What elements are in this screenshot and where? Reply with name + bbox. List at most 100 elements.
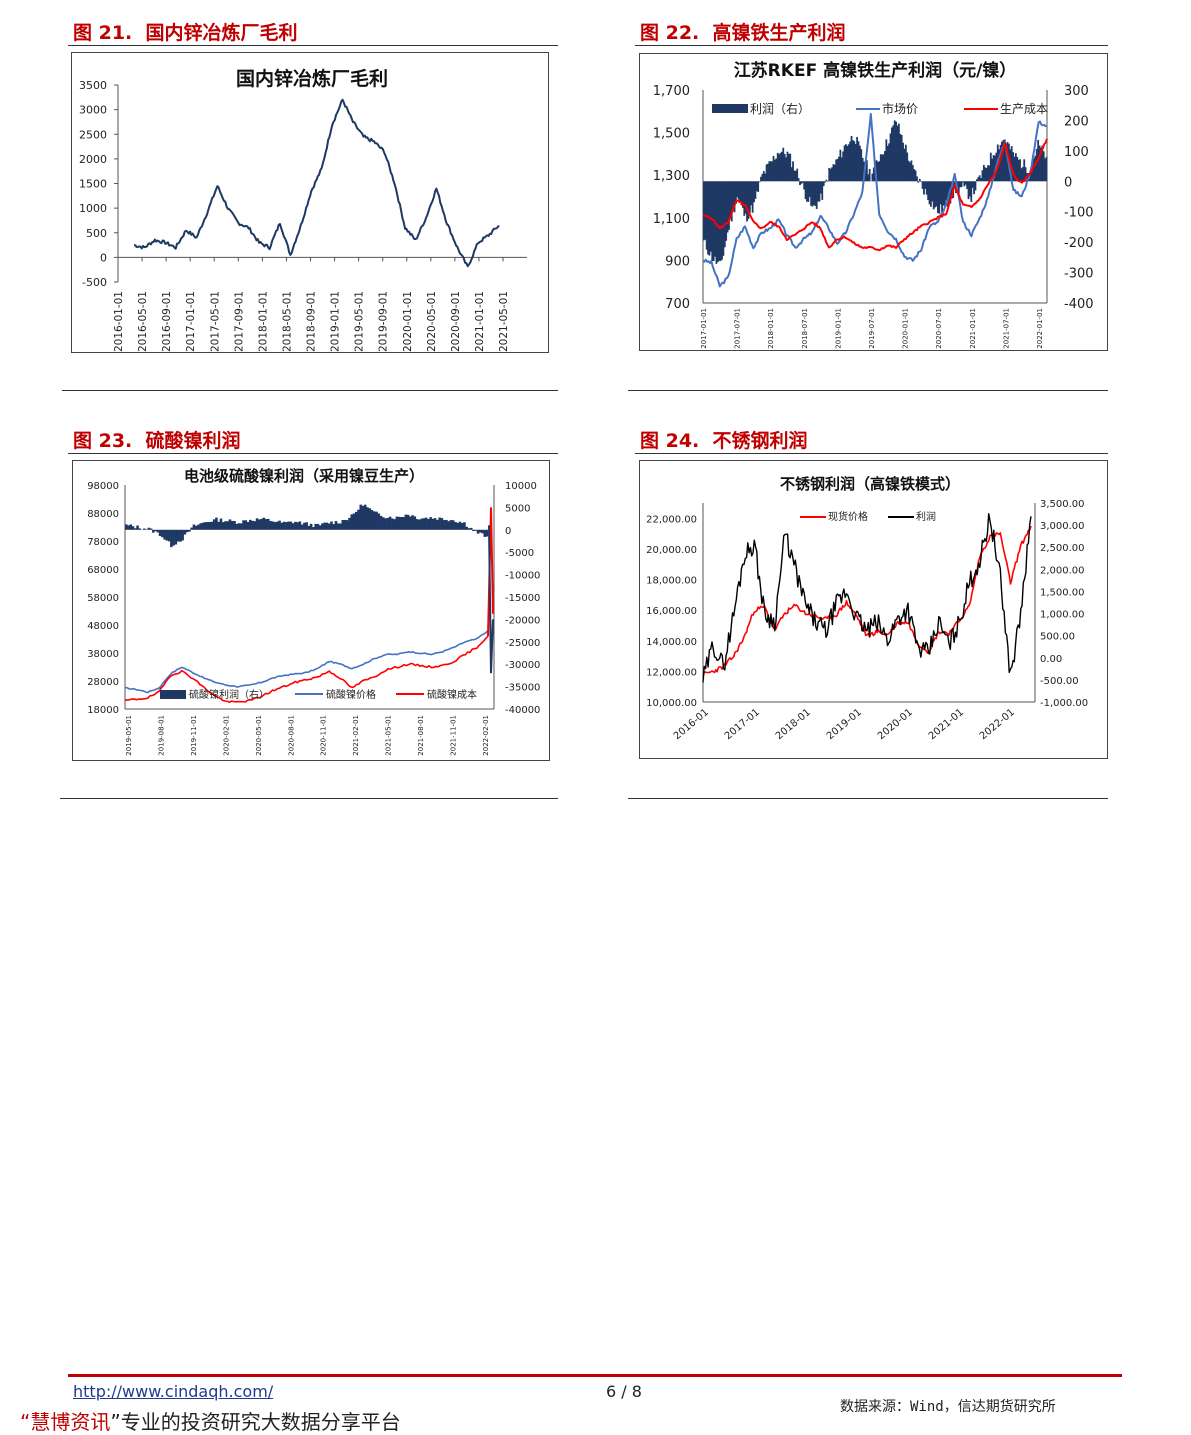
profit-bar [242, 520, 245, 529]
profit-bar [479, 530, 482, 533]
x-tick-label: 2021-08-01 [417, 715, 425, 756]
chart-title: 不锈钢利润（高镍铁模式） [780, 475, 960, 493]
profit-bar [161, 530, 164, 537]
y-tick-label: 18000 [87, 705, 119, 716]
profit-bar [366, 507, 369, 530]
profit-bar [272, 521, 275, 529]
figure-name: 高镍铁生产利润 [713, 22, 846, 44]
profit-bar [344, 520, 347, 530]
x-tick-label: 2021-11-01 [450, 715, 458, 756]
x-tick-label: 2020-01-01 [402, 291, 414, 352]
profit-bar [414, 516, 417, 529]
profit-bar [371, 510, 374, 530]
profit-bar [362, 506, 365, 530]
profit-bar [400, 517, 403, 530]
legend-label: 硫酸镍利润（右） [189, 688, 269, 701]
profit-bar [382, 517, 385, 530]
profit-bar [465, 527, 468, 530]
chart-svg: 不锈钢利润（高镍铁模式）22,000.0020,000.0018,000.001… [640, 461, 1107, 758]
y-tick-label: 68000 [87, 565, 119, 576]
y2-tick-label: 500.00 [1040, 632, 1075, 643]
profit-bar [369, 508, 372, 530]
legend-swatch-profit [160, 690, 186, 699]
x-tick-label: 2019-08-01 [157, 715, 165, 756]
profit-bar [396, 517, 399, 530]
profit-bar [427, 519, 430, 530]
profit-bar [323, 523, 326, 530]
profit-bar [299, 521, 302, 529]
y2-tick-label: -300 [1064, 267, 1094, 282]
profit-bar [235, 524, 238, 530]
profit-bar [132, 526, 135, 530]
x-tick-label: 2021-02-01 [352, 715, 360, 756]
x-tick-label: 2021-07-01 [1002, 308, 1010, 349]
profit-bar [283, 522, 286, 530]
legend-swatch-profit [712, 104, 748, 113]
y-tick-label: 16,000.00 [646, 606, 697, 617]
profit-bar [240, 523, 243, 529]
profit-bar [456, 523, 459, 530]
y-tick-label: 1500 [79, 178, 107, 191]
profit-bar [321, 523, 324, 529]
y2-tick-label: 5000 [505, 503, 530, 514]
profit-bar [335, 521, 338, 530]
x-tick-label: 2016-01-01 [113, 291, 125, 352]
profit-bar [468, 528, 471, 530]
x-tick-label: 2021-05-01 [385, 715, 393, 756]
chart-svg: 江苏RKEF 高镍铁生产利润（元/镍）1,7001,5001,3001,1009… [640, 54, 1107, 350]
y-tick-label: 14,000.00 [646, 637, 697, 648]
profit-bar [229, 519, 232, 529]
profit-bar [353, 514, 356, 530]
figure-name: 不锈钢利润 [713, 430, 808, 452]
y2-tick-label: -1,000.00 [1040, 698, 1088, 709]
profit-bar [407, 515, 410, 530]
profit-bar [341, 520, 344, 530]
legend-label: 硫酸镍成本 [427, 688, 477, 701]
profit-bar [436, 520, 439, 530]
profit-bar [330, 521, 333, 529]
price-line [125, 631, 488, 693]
x-tick-label: 2017-05-01 [209, 291, 221, 352]
profit-bar [481, 530, 484, 534]
y2-tick-label: 0 [505, 526, 511, 537]
x-tick-label: 2016-05-01 [137, 291, 149, 352]
profit-bar [202, 523, 205, 530]
y2-tick-label: -20000 [505, 615, 540, 626]
profit-bar [130, 524, 133, 529]
profit-bar [197, 525, 200, 530]
profit-bar [332, 524, 335, 530]
profit-bar [486, 530, 489, 537]
website-link[interactable]: http://www.cindaqh.com/ [73, 1382, 273, 1401]
profit-bar [411, 515, 414, 530]
profit-bar [472, 530, 475, 531]
profit-bar [477, 530, 480, 534]
y-tick-label: 1,500 [653, 127, 690, 142]
profit-bar [310, 524, 313, 530]
y-tick-label: 500 [86, 227, 107, 240]
chart-svg: 国内锌冶炼厂毛利3500300025002000150010005000-500… [72, 53, 548, 352]
profit-bar [348, 518, 351, 530]
profit-bar [238, 523, 241, 530]
y2-tick-label: -30000 [505, 660, 540, 671]
profit-bar [826, 180, 828, 182]
y-tick-label: -500 [82, 276, 107, 289]
profit-bar [215, 518, 218, 530]
y-tick-label: 10,000.00 [646, 698, 697, 709]
profit-bar [301, 525, 304, 530]
figure-label: 图 22. [640, 22, 699, 44]
y-tick-label: 2500 [79, 128, 107, 141]
profit-bar [199, 523, 202, 529]
profit-bar [208, 522, 211, 530]
profit-bar [159, 530, 162, 536]
profit-bar [157, 530, 160, 533]
profit-bar [375, 512, 378, 530]
profit-bar [154, 530, 157, 531]
figure-label: 图 21. [73, 22, 132, 44]
profit-bar [757, 181, 759, 192]
x-tick-label: 2018-01-01 [257, 291, 269, 352]
profit-bar [206, 522, 209, 530]
legend-label: 现货价格 [828, 510, 868, 523]
profit-bar [276, 522, 279, 530]
